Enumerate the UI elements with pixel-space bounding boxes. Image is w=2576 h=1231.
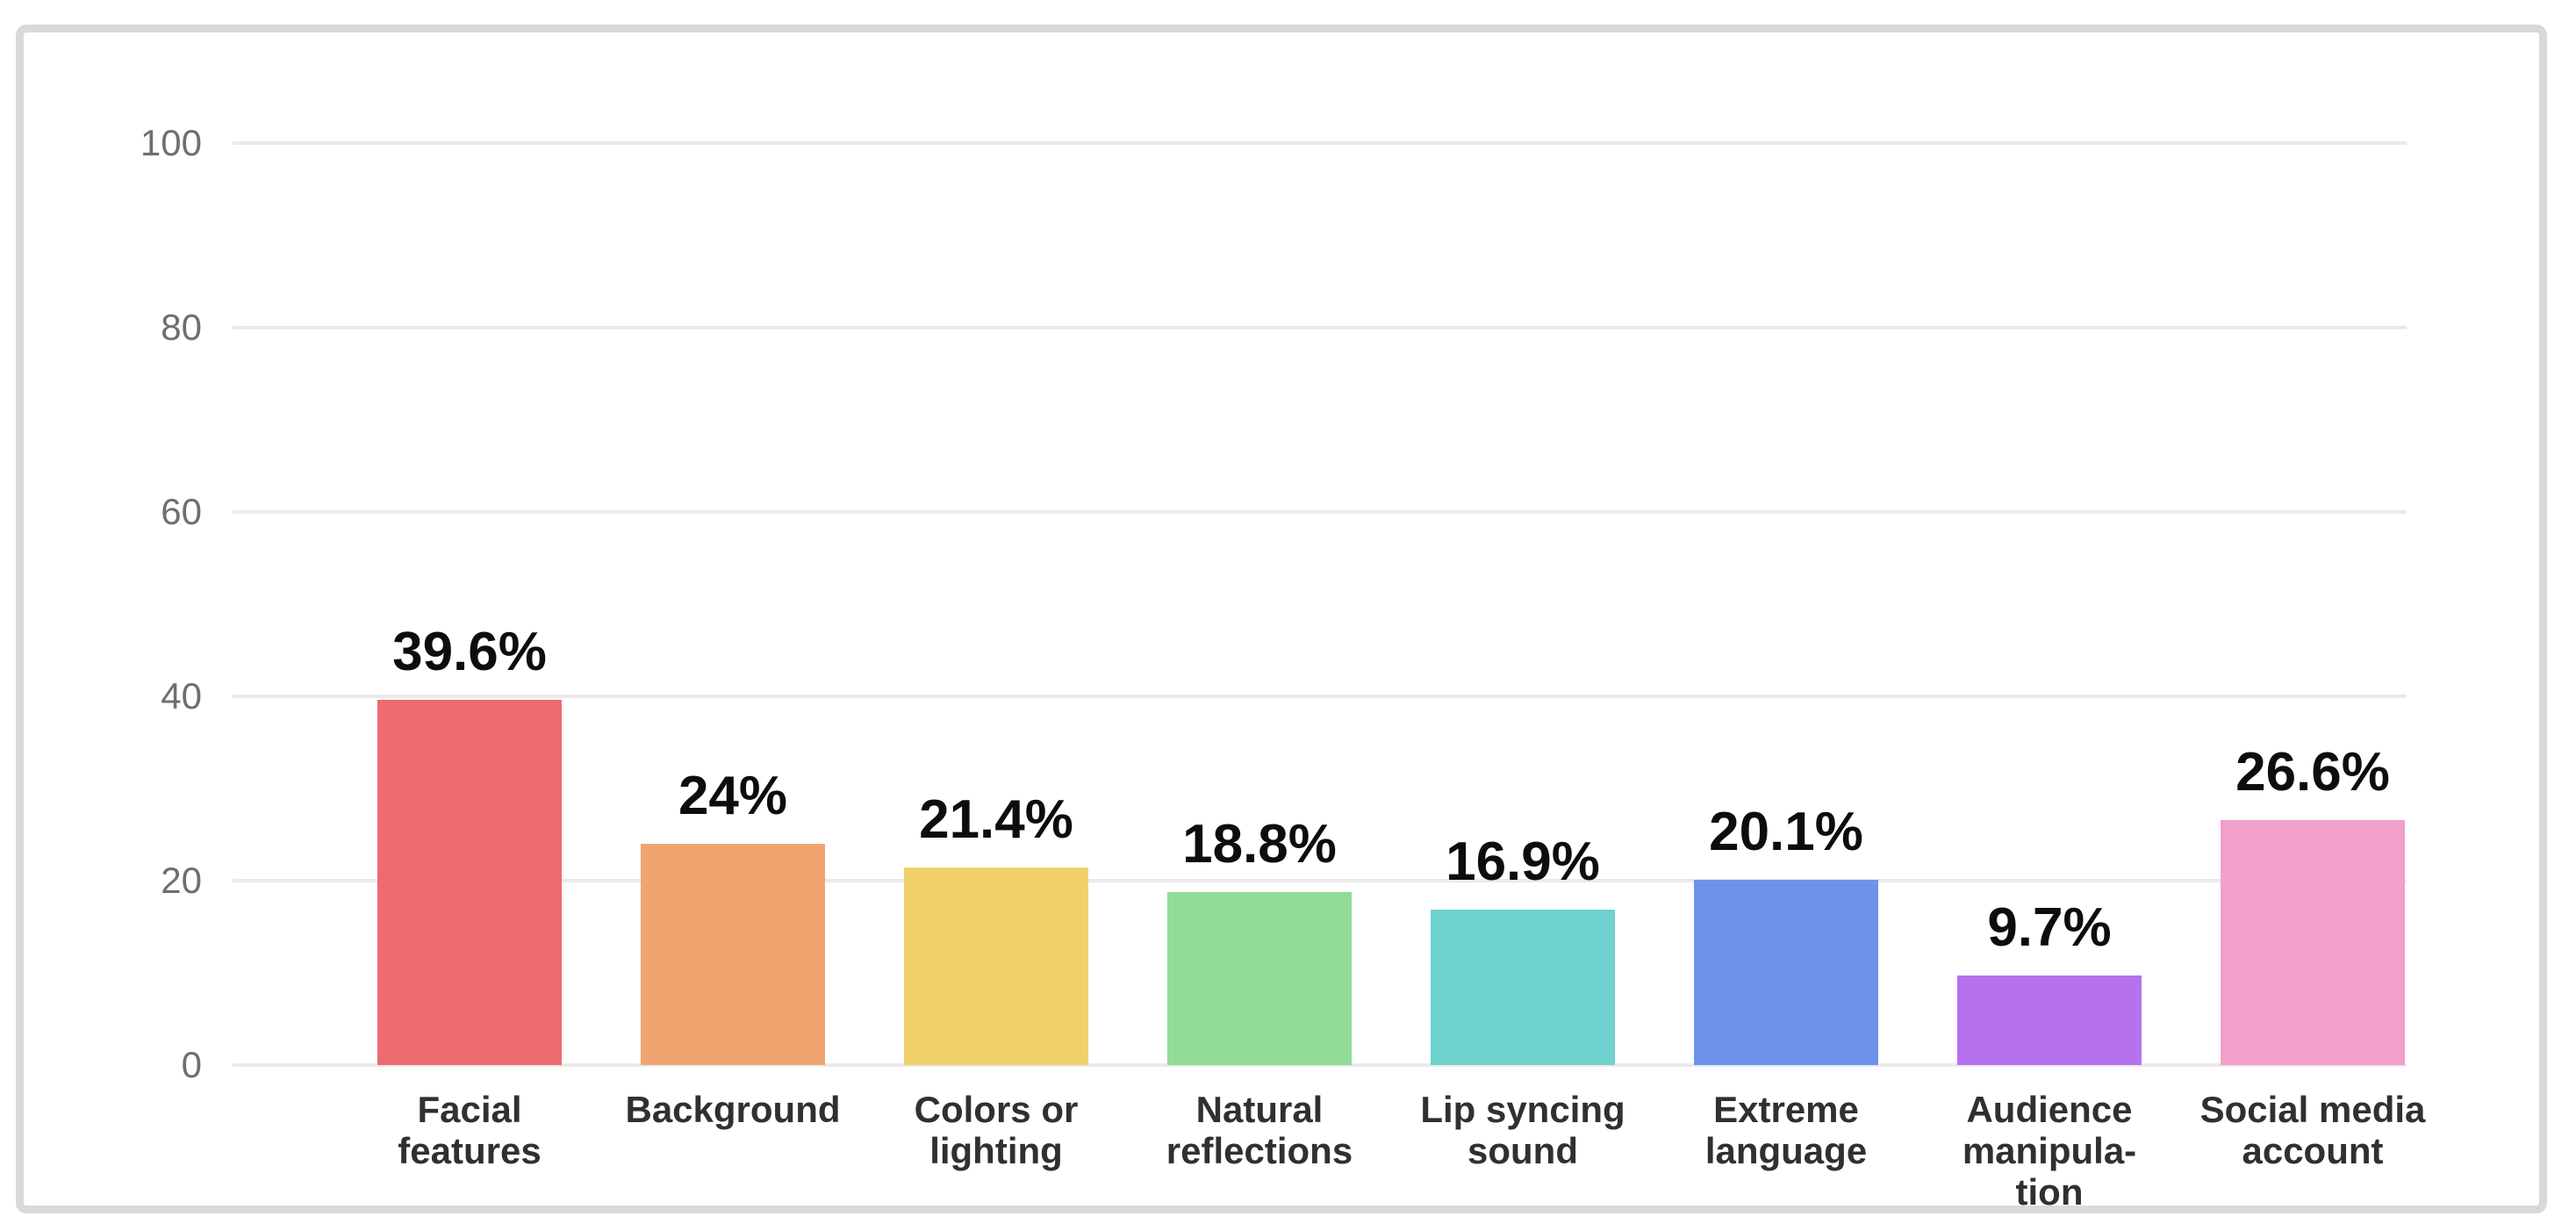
bar-colors-or-lighting (904, 867, 1088, 1065)
gridline-0 (233, 1063, 2407, 1067)
x-axis-label-line: language (1704, 1130, 1868, 1171)
x-axis-label-line: Social media (2199, 1089, 2426, 1130)
x-axis-label-line: reflections (1166, 1130, 1353, 1171)
bar-lip-syncing-sound (1431, 909, 1615, 1065)
y-axis-tick-label-100: 100 (140, 122, 202, 163)
x-axis-label: Audience manipula-tion (1900, 1089, 2199, 1213)
y-axis-tick-label-20: 20 (161, 860, 202, 901)
x-axis-label-line: Colors or (914, 1089, 1079, 1130)
gridline-100 (233, 141, 2407, 145)
bar-background (641, 844, 825, 1065)
x-axis-label-line: tion (2015, 1171, 2084, 1213)
x-axis-label-line: Extreme (1713, 1089, 1859, 1130)
x-axis-label: Natural reflections (1110, 1089, 1409, 1171)
x-axis-label-line: Facial (417, 1089, 522, 1130)
bar-value-label: 21.4% (919, 789, 1073, 851)
gridline-40 (233, 695, 2407, 698)
bar-facial-features (377, 700, 562, 1065)
bar-value-label: 26.6% (2235, 741, 2390, 803)
x-axis-label-line: lighting (929, 1130, 1063, 1171)
x-axis-label-line: features (398, 1130, 542, 1171)
x-axis-label-line: account (2242, 1130, 2384, 1171)
x-axis-label-line: Background (625, 1089, 841, 1130)
x-axis-label: Background (584, 1089, 882, 1130)
gridline-60 (233, 510, 2407, 514)
gridline-20 (233, 879, 2407, 882)
x-axis-label-line: sound (1467, 1130, 1578, 1171)
x-axis-label: Colors or lighting (847, 1089, 1145, 1171)
x-axis-label-line: Natural (1195, 1089, 1324, 1130)
x-axis-label: Extreme language (1637, 1089, 1935, 1171)
y-axis-tick-label-80: 80 (161, 306, 202, 348)
x-axis-label-line: manipula- (1962, 1130, 2137, 1171)
gridline-80 (233, 326, 2407, 329)
y-axis-tick-label-40: 40 (161, 675, 202, 716)
bar-value-label: 16.9% (1446, 831, 1600, 892)
bar-value-label: 20.1% (1709, 801, 1863, 862)
bar-extreme-language (1694, 879, 1878, 1065)
bar-value-label: 9.7% (1987, 897, 2112, 959)
bar-natural-reflections (1167, 891, 1352, 1065)
bar-value-label: 39.6% (392, 622, 547, 683)
x-axis-label: Lip syncing sound (1374, 1089, 1672, 1171)
x-axis-label-line: Audience (1966, 1089, 2133, 1130)
x-axis-label-line: Lip syncing (1420, 1089, 1625, 1130)
bar-social-media-account (2221, 819, 2405, 1065)
bar-value-label: 24% (678, 766, 788, 826)
x-axis-label: Social media account (2163, 1089, 2462, 1171)
y-axis-tick-label-0: 0 (181, 1044, 202, 1085)
bar-audience-manipulation (1957, 975, 2142, 1065)
bar-value-label: 18.8% (1182, 813, 1337, 875)
y-axis-tick-label-60: 60 (161, 491, 202, 532)
x-axis-label: Facial features (320, 1089, 619, 1171)
